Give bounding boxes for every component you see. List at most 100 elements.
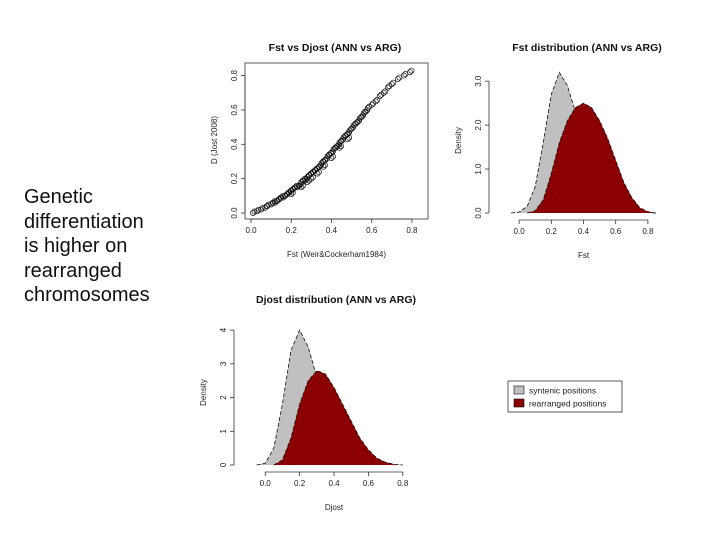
scatter-point (368, 101, 375, 108)
scatter-point (338, 137, 345, 144)
scatter-point (380, 89, 387, 96)
scatter-point (350, 122, 357, 129)
scatter-point (251, 208, 258, 215)
legend-swatch (513, 385, 525, 395)
y-tick-label: 0.8 (230, 69, 239, 81)
legend-swatch (513, 398, 525, 408)
density-line (273, 370, 403, 466)
x-tick-label: 0.4 (578, 227, 590, 236)
legend-box (507, 380, 623, 413)
x-axis-label: Fst (578, 251, 590, 260)
scatter-point (346, 127, 353, 134)
scatter-point (394, 76, 401, 82)
scatter-point (290, 186, 297, 192)
x-tick-label: 0.2 (286, 226, 298, 235)
scatter-point (322, 156, 329, 163)
scatter-point (376, 93, 383, 100)
scatter-point (294, 184, 301, 191)
scatter-point (314, 170, 321, 177)
chart-title: Djost distribution (ANN vs ARG) (256, 294, 416, 306)
y-tick-label: 3 (219, 361, 228, 366)
scatter-point (364, 105, 371, 112)
scatter-point (334, 143, 341, 149)
x-tick-label: 0.0 (245, 226, 257, 235)
density-line (511, 71, 656, 214)
y-tick-label: 0.6 (230, 104, 239, 116)
scatter-point (286, 189, 293, 196)
x-tick-label: 0.8 (397, 479, 409, 488)
scatter-point (280, 194, 287, 201)
y-tick-label: 4 (219, 327, 228, 332)
scatter-point (255, 206, 262, 213)
scatter-point (408, 67, 415, 74)
scatter-point (384, 84, 391, 91)
x-tick-label: 0.6 (366, 226, 378, 235)
scatter-point (298, 184, 305, 191)
scatter-point (302, 177, 309, 184)
scatter-point (258, 206, 265, 213)
y-tick-label: 1 (219, 429, 228, 434)
y-tick-label: 0.0 (474, 207, 483, 219)
y-axis-label: Density (454, 127, 463, 154)
scatter-point (330, 146, 337, 153)
scatter-point (268, 201, 275, 208)
x-tick-label: 0.0 (514, 227, 526, 236)
y-tick-label: 0.0 (230, 207, 239, 219)
legend-label: syntenic positions (529, 386, 596, 396)
x-tick-label: 0.2 (294, 479, 306, 488)
scatter-point (272, 199, 279, 206)
scatter-point (330, 153, 336, 160)
scatter-point (316, 163, 323, 170)
scatter-point (344, 136, 351, 143)
scatter-point (289, 189, 296, 196)
scatter-point (382, 88, 389, 95)
scatter-point (406, 69, 413, 76)
chart-title: Fst vs Djost (ANN vs ARG) (269, 42, 402, 54)
x-axis-label: Fst (Weir&Cockerham1984) (287, 250, 386, 259)
scatter-point (342, 132, 349, 139)
scatter-point (356, 115, 363, 122)
x-tick-label: 0.6 (363, 479, 375, 488)
scatter-point (332, 144, 339, 151)
scatter-point (360, 110, 367, 117)
scatter-point (390, 79, 397, 86)
slide-text: Genetic differentiation is higher on rea… (24, 185, 199, 308)
density-area-syntenic (256, 330, 395, 465)
scatter-point (354, 119, 361, 125)
density-area-rearranged (527, 103, 656, 213)
scatter-point (264, 203, 271, 210)
scatter-point (306, 172, 313, 179)
scatter-point (362, 108, 369, 115)
y-tick-label: 0.2 (230, 173, 239, 185)
x-tick-label: 0.8 (642, 227, 654, 236)
y-tick-label: 1.0 (474, 163, 483, 175)
y-tick-label: 2 (219, 395, 228, 400)
scatter-point (352, 120, 359, 127)
scatter-point (348, 125, 355, 132)
y-tick-label: 0.4 (230, 138, 239, 150)
density-area-rearranged (273, 370, 403, 465)
scatter-point (374, 96, 381, 103)
scatter-point (320, 163, 327, 170)
slide-text-line: rearranged (24, 259, 122, 282)
scatter-point (284, 191, 291, 198)
plot-frame (244, 62, 429, 220)
y-axis-label: D (Jost 2008) (210, 116, 219, 164)
scatter-point (308, 175, 315, 182)
legend-label: rearranged positions (529, 399, 607, 409)
legend: syntenic positions rearranged positions (507, 380, 623, 413)
scatter-point (328, 155, 335, 161)
scatter-point (274, 198, 281, 204)
scatter-point (278, 194, 285, 201)
scatter-point (318, 160, 325, 167)
scatter-point (250, 210, 256, 216)
scatter-point (288, 191, 295, 198)
slide-text-line: Genetic (24, 186, 93, 208)
y-tick-label: 2.0 (474, 119, 483, 131)
x-tick-label: 0.0 (260, 479, 272, 488)
scatter-point (346, 134, 353, 141)
density-line (527, 102, 657, 214)
x-tick-label: 0.8 (406, 226, 418, 235)
scatter-point (262, 204, 269, 211)
